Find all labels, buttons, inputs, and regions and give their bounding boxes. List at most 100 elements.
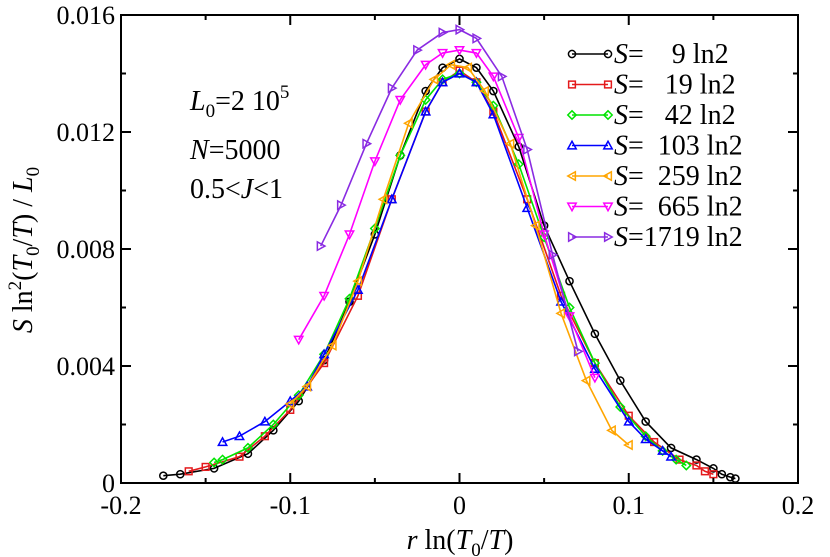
legend-marker	[602, 170, 613, 182]
data-point	[555, 295, 567, 306]
data-point	[437, 76, 449, 87]
data-point	[487, 72, 499, 83]
x-tick-label: 0.1	[613, 491, 646, 520]
legend-item: S=1719 ln2	[567, 222, 743, 253]
series-7	[316, 24, 584, 357]
legend-label: S= 42 ln2	[614, 100, 736, 131]
series-5	[284, 59, 633, 451]
data-point	[670, 454, 682, 465]
legend-marker	[566, 109, 578, 121]
data-point	[284, 398, 295, 410]
legend-item: S= 665 ln2	[566, 192, 743, 223]
y-tick-label: 0.008	[57, 235, 116, 264]
data-point	[454, 68, 465, 79]
y-axis-title: S ln2(T0/T) / L0	[5, 167, 44, 333]
legend-marker	[602, 109, 614, 121]
data-point	[158, 471, 168, 481]
data-point	[470, 48, 482, 59]
data-point	[362, 138, 373, 150]
data-point	[369, 223, 381, 234]
series-6	[293, 45, 601, 384]
legend-label: S= 665 ln2	[614, 192, 743, 223]
data-point	[217, 454, 228, 465]
data-point	[293, 389, 304, 401]
data-point	[420, 105, 432, 116]
data-point	[504, 138, 515, 150]
legend-item: S= 103 ln2	[566, 131, 743, 162]
data-point	[640, 430, 651, 442]
y-tick-label: 0.016	[57, 1, 116, 30]
data-point	[402, 117, 413, 129]
legend-marker	[567, 49, 577, 59]
legend-marker	[602, 202, 614, 213]
data-point	[293, 335, 305, 346]
series-line	[289, 63, 630, 446]
data-point	[489, 86, 498, 96]
data-point	[589, 373, 601, 384]
data-point	[472, 63, 481, 72]
data-point	[709, 464, 718, 473]
series-layer	[158, 24, 740, 483]
legend-label: S= 19 ln2	[614, 70, 736, 101]
legend-marker	[566, 139, 578, 150]
annotation-j: 0.5<J<1	[190, 174, 283, 205]
data-point	[538, 230, 550, 241]
data-point	[445, 59, 456, 71]
annotation-n: N=5000	[189, 135, 280, 166]
legend-marker	[603, 231, 614, 243]
legend-marker	[567, 231, 578, 243]
x-tick-label: -0.2	[100, 491, 141, 520]
data-point	[387, 82, 398, 94]
data-point	[709, 470, 718, 479]
data-point	[235, 452, 244, 461]
data-point	[725, 472, 735, 482]
data-point	[268, 419, 279, 430]
data-point	[523, 144, 533, 156]
data-point	[615, 401, 626, 413]
data-point	[462, 62, 473, 74]
data-point	[538, 232, 550, 243]
data-point	[548, 249, 559, 261]
data-point	[438, 27, 449, 39]
data-point	[700, 467, 710, 476]
x-tick-label: 0.2	[782, 491, 815, 520]
data-point	[455, 24, 466, 36]
data-point	[184, 467, 193, 476]
data-point	[217, 436, 229, 447]
data-point	[564, 312, 575, 323]
data-point	[369, 157, 381, 167]
data-point	[326, 340, 337, 351]
data-point	[513, 133, 525, 144]
data-point	[454, 67, 465, 78]
series-4	[217, 67, 677, 461]
data-point	[479, 85, 489, 97]
data-point	[573, 345, 584, 357]
data-point	[555, 307, 566, 319]
legend-item: S= 19 ln2	[567, 70, 736, 101]
data-point	[640, 433, 652, 444]
series-line	[319, 28, 579, 352]
data-point	[316, 240, 327, 252]
data-point	[580, 375, 591, 387]
legend-marker	[603, 80, 613, 89]
data-point	[428, 73, 439, 85]
data-point	[352, 275, 363, 287]
data-point	[318, 291, 330, 302]
legend-item: S= 42 ln2	[566, 100, 736, 131]
data-point	[242, 442, 254, 454]
series-line	[163, 57, 736, 480]
data-point	[692, 461, 701, 470]
data-point	[454, 45, 465, 56]
data-point	[589, 363, 601, 374]
ticks-layer: -0.2 -0.1 0 0.1 0.2 0 0.004 0.008 0.012 0.016	[57, 1, 815, 520]
data-point	[420, 60, 432, 71]
data-point	[377, 193, 388, 205]
x-tick-label: -0.1	[270, 491, 311, 520]
annotation-l0: L0=2 105	[189, 82, 289, 122]
legend-marker	[603, 49, 613, 59]
legend-marker	[602, 139, 614, 150]
data-point	[344, 230, 355, 241]
data-point	[681, 460, 692, 471]
data-point	[472, 32, 483, 44]
